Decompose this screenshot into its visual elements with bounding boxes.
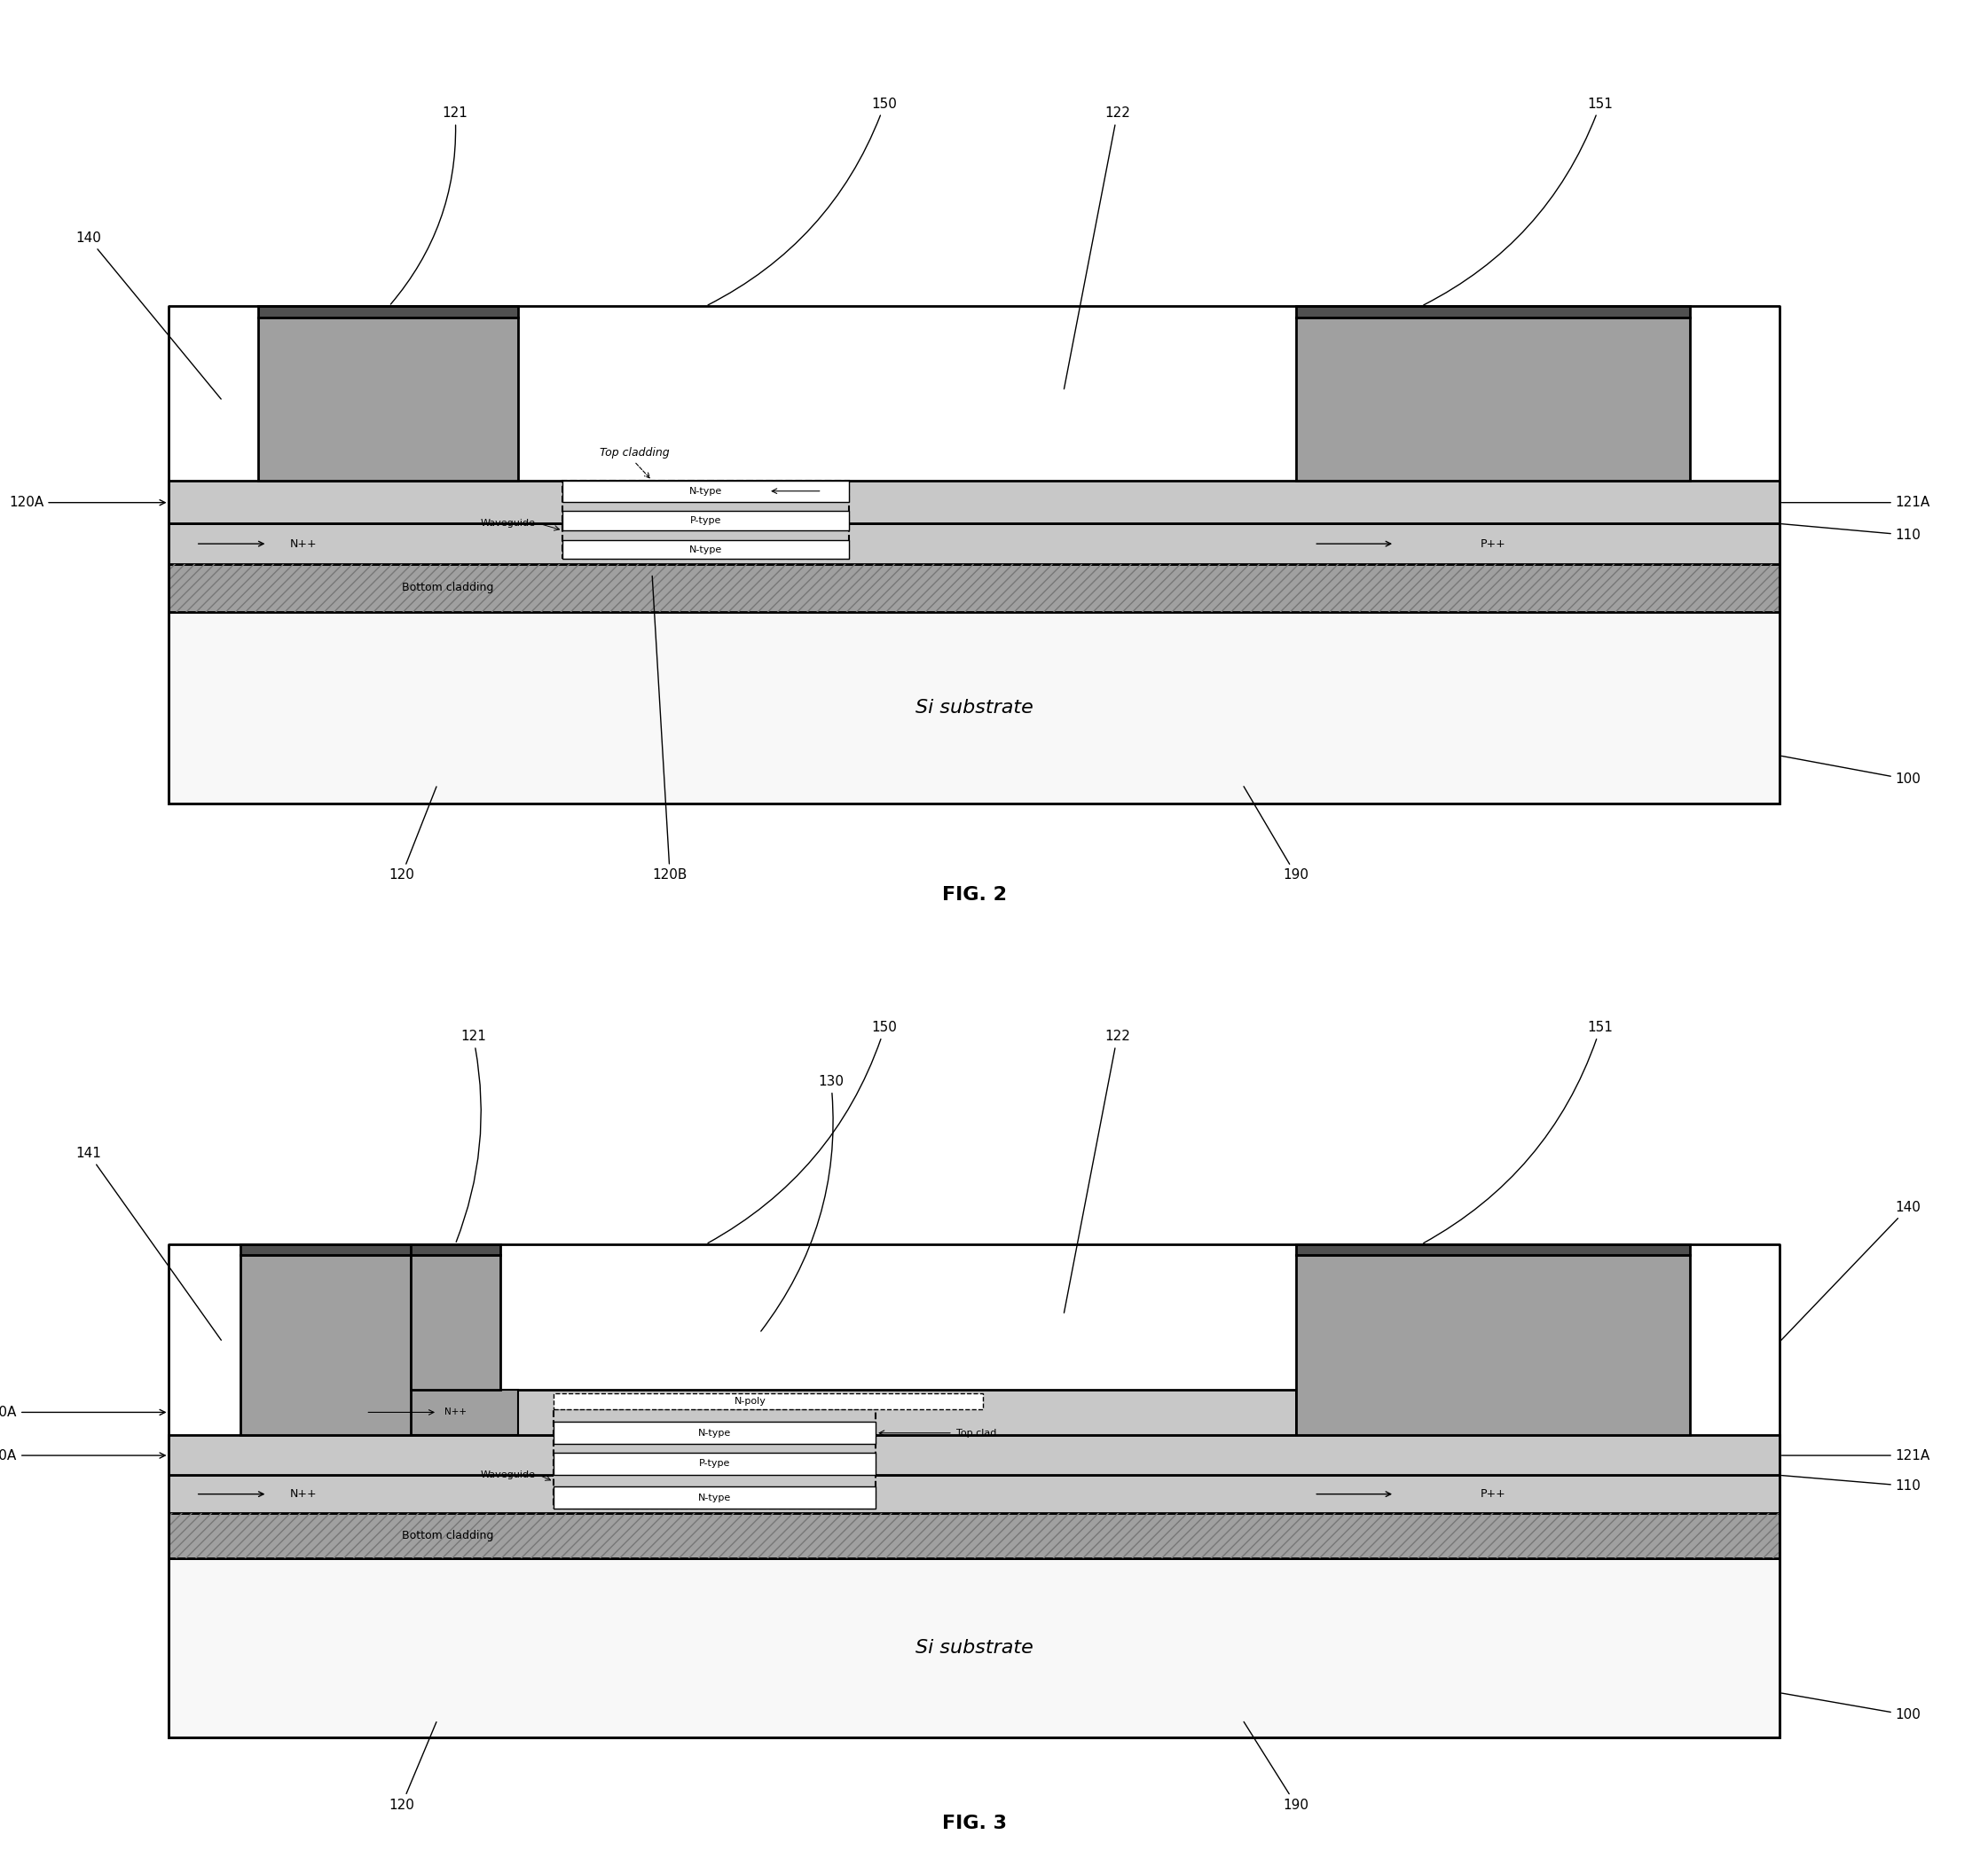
FancyBboxPatch shape [563, 540, 849, 558]
Text: 150: 150 [708, 1021, 897, 1242]
FancyBboxPatch shape [169, 1475, 1779, 1512]
Text: N++: N++ [290, 538, 316, 549]
Text: P-type: P-type [700, 1460, 730, 1467]
Text: 122: 122 [1064, 1031, 1129, 1314]
FancyBboxPatch shape [169, 564, 1779, 611]
Text: N-type: N-type [690, 487, 722, 495]
Text: 120: 120 [390, 1722, 437, 1812]
Text: N-type: N-type [698, 1494, 732, 1503]
Text: 121A: 121A [1781, 1449, 1930, 1462]
FancyBboxPatch shape [553, 1452, 875, 1475]
FancyBboxPatch shape [1296, 317, 1690, 480]
Text: 110: 110 [1781, 1475, 1920, 1494]
Text: 121: 121 [392, 107, 467, 304]
FancyBboxPatch shape [169, 1557, 1779, 1737]
Text: 120: 120 [390, 787, 437, 883]
FancyBboxPatch shape [553, 1420, 875, 1443]
FancyBboxPatch shape [169, 1435, 1779, 1475]
Text: 151: 151 [1423, 1021, 1612, 1242]
Text: N-type: N-type [698, 1428, 732, 1437]
Text: Bottom cladding: Bottom cladding [402, 583, 493, 594]
FancyBboxPatch shape [241, 1244, 410, 1256]
Text: 120A: 120A [8, 497, 165, 510]
Text: 121A: 121A [1781, 497, 1930, 510]
Text: P++: P++ [1481, 538, 1505, 549]
Text: Si substrate: Si substrate [914, 699, 1034, 716]
Text: 141: 141 [76, 1147, 221, 1340]
FancyBboxPatch shape [258, 305, 517, 317]
Text: Waveguide: Waveguide [481, 519, 535, 528]
Text: Top clad.: Top clad. [956, 1428, 1000, 1437]
Text: FIG. 3: FIG. 3 [942, 1814, 1006, 1833]
Text: Waveguide: Waveguide [481, 1471, 535, 1480]
FancyBboxPatch shape [553, 1486, 875, 1509]
FancyBboxPatch shape [169, 611, 1779, 804]
FancyBboxPatch shape [169, 480, 1779, 523]
Text: 130A: 130A [0, 1406, 165, 1419]
Text: P++: P++ [1481, 1488, 1505, 1499]
FancyBboxPatch shape [410, 1391, 517, 1435]
Text: N++: N++ [290, 1488, 316, 1499]
Text: 121: 121 [455, 1031, 485, 1242]
Text: N-type: N-type [690, 545, 722, 555]
Text: FIG. 2: FIG. 2 [942, 886, 1006, 903]
Text: 151: 151 [1423, 97, 1612, 305]
Text: Top cladding: Top cladding [598, 448, 670, 459]
Text: 140: 140 [76, 231, 221, 399]
Text: 100: 100 [1781, 755, 1920, 787]
Text: N-poly: N-poly [734, 1398, 767, 1406]
Text: N++: N++ [443, 1407, 467, 1417]
Text: 190: 190 [1244, 787, 1308, 883]
Text: 120A: 120A [0, 1449, 165, 1462]
Text: P-type: P-type [690, 517, 722, 525]
Text: 120B: 120B [652, 575, 688, 883]
FancyBboxPatch shape [1296, 305, 1690, 317]
FancyBboxPatch shape [553, 1394, 982, 1409]
FancyBboxPatch shape [169, 1512, 1779, 1557]
FancyBboxPatch shape [1296, 1244, 1690, 1256]
Text: 110: 110 [1781, 525, 1920, 542]
FancyBboxPatch shape [410, 1256, 501, 1391]
Text: 100: 100 [1781, 1692, 1920, 1722]
FancyBboxPatch shape [410, 1244, 501, 1256]
Text: 140: 140 [1781, 1201, 1920, 1340]
FancyBboxPatch shape [563, 480, 849, 558]
Text: Si substrate: Si substrate [914, 1640, 1034, 1657]
FancyBboxPatch shape [563, 480, 849, 502]
FancyBboxPatch shape [258, 317, 517, 480]
Text: 150: 150 [708, 97, 897, 305]
Text: 130: 130 [761, 1076, 843, 1331]
FancyBboxPatch shape [169, 523, 1779, 564]
Text: Bottom cladding: Bottom cladding [402, 1529, 493, 1540]
FancyBboxPatch shape [1296, 1256, 1690, 1435]
FancyBboxPatch shape [553, 1409, 875, 1509]
Text: 190: 190 [1244, 1722, 1308, 1812]
FancyBboxPatch shape [410, 1391, 1296, 1435]
FancyBboxPatch shape [241, 1256, 410, 1435]
FancyBboxPatch shape [563, 512, 849, 530]
Text: 122: 122 [1064, 107, 1129, 390]
